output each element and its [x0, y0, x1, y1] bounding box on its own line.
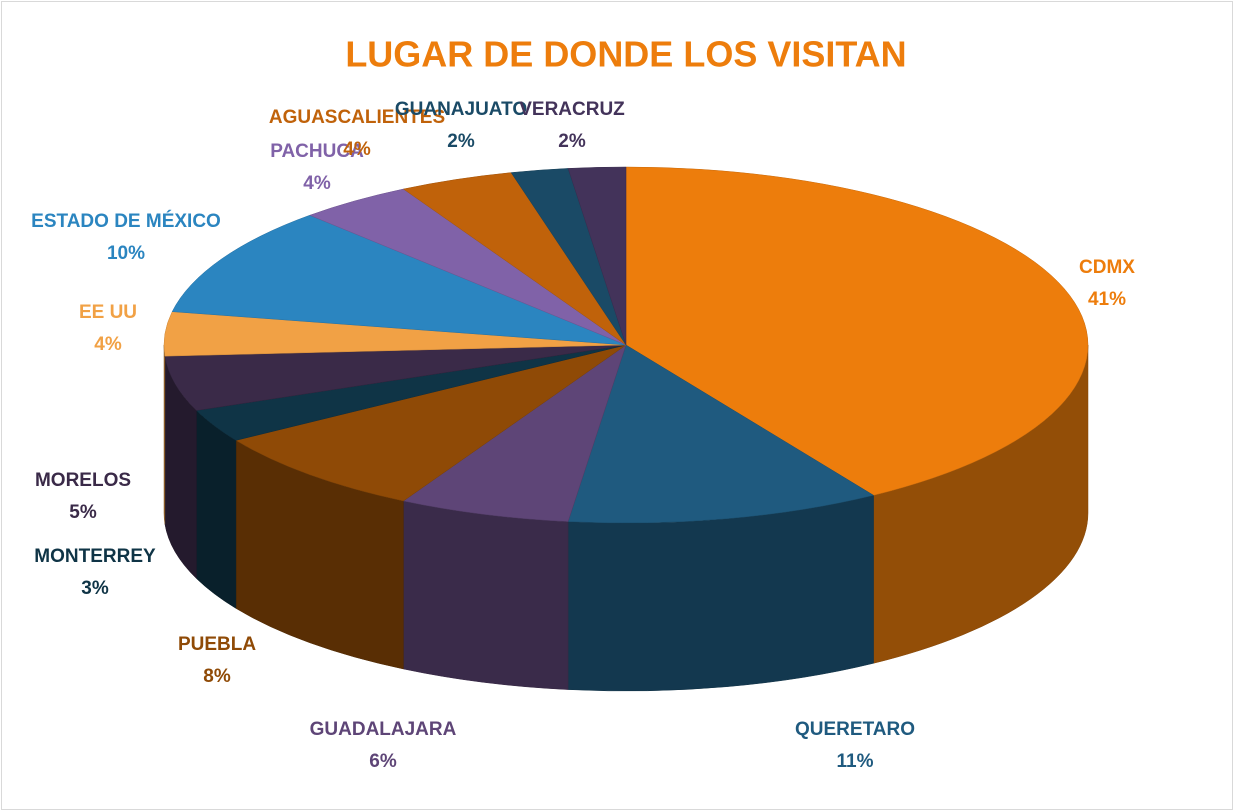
data-label-name: PUEBLA [178, 634, 256, 655]
data-label-value: 4% [94, 334, 122, 355]
slice-side [196, 409, 237, 609]
data-label-name: MORELOS [35, 470, 131, 491]
slice [171, 214, 627, 346]
data-label-value: 41% [1088, 289, 1126, 310]
data-label-value: 3% [81, 578, 109, 599]
data-label-name: CDMX [1079, 257, 1135, 278]
slice [402, 344, 627, 522]
data-label-name: VERACRUZ [519, 99, 625, 120]
data-label-name: QUERETARO [795, 719, 915, 740]
data-label-value: 4% [303, 173, 331, 194]
slice-side [403, 500, 569, 690]
data-label-name: GUADALAJARA [310, 719, 457, 740]
data-label-name: AGUASCALIENTES [269, 107, 445, 128]
slice-side [567, 494, 874, 692]
data-label-value: 4% [343, 139, 371, 160]
data-label-name: GUANAJUATO [395, 99, 527, 120]
data-label-name: PACHUCA [270, 141, 364, 162]
data-label-value: 2% [558, 131, 586, 152]
slice [567, 344, 875, 524]
slice-side [163, 344, 166, 525]
data-label-name: EE UU [79, 302, 137, 323]
data-label-value: 8% [203, 666, 231, 687]
slice [164, 344, 627, 411]
data-label-value: 11% [837, 751, 874, 772]
data-label-value: 6% [369, 751, 397, 772]
slice [567, 166, 627, 346]
data-label-value: 5% [69, 502, 97, 523]
slice [625, 166, 1089, 496]
chart-title: LUGAR DE DONDE LOS VISITAN [345, 34, 906, 75]
data-label-value: 2% [447, 131, 475, 152]
slice [235, 344, 627, 502]
data-label-name: ESTADO DE MÉXICO [31, 210, 221, 232]
data-label-value: 10% [107, 243, 145, 264]
data-label-name: MONTERREY [34, 546, 156, 567]
